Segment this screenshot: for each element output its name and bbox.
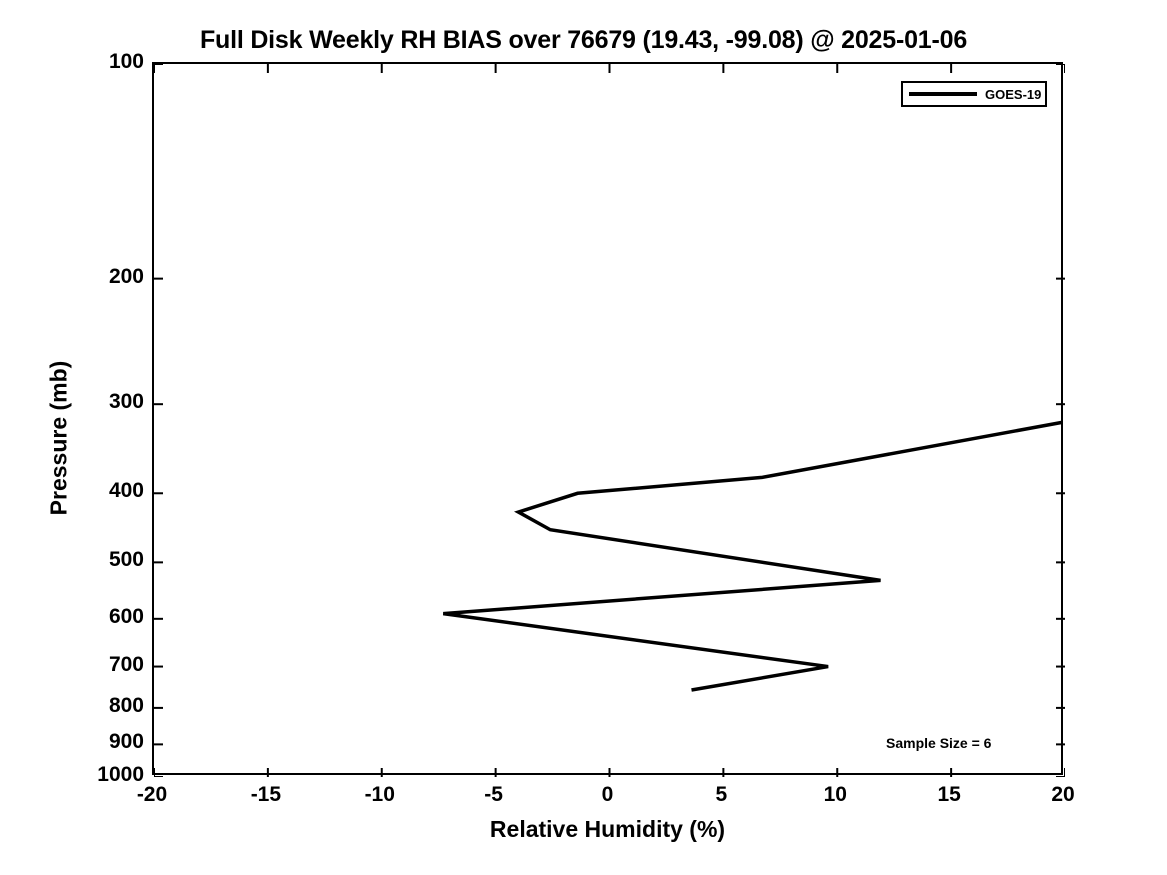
data-series-group (443, 420, 1064, 692)
y-tick-label-1000: 1000 (97, 763, 144, 786)
x-tick-label-10: 10 (823, 783, 847, 806)
y-tick-label-300: 300 (108, 390, 144, 414)
chart-title: Full Disk Weekly RH BIAS over 76679 (19.… (199, 26, 968, 54)
x-axis-title: Relative Humidity (%) (489, 816, 726, 842)
plot-svg (154, 64, 1065, 777)
y-tick-label-500: 500 (108, 548, 144, 572)
x-tick-label-neg20: -20 (136, 783, 168, 806)
series-line-goes-19 (443, 420, 1064, 692)
x-tick-label-neg10: -10 (364, 783, 395, 806)
y-axis-ticks (154, 64, 1065, 777)
legend-label-goes-19: GOES-19 (985, 86, 1042, 102)
legend-line-swatch (909, 92, 977, 96)
y-tick-label-900: 900 (108, 730, 144, 754)
x-tick-label-15: 15 (937, 783, 961, 806)
y-axis-tick-labels: 100 200 300 400 500 600 700 800 900 1000 (34, 50, 144, 786)
sample-size-annotation: Sample Size = 6 (886, 735, 992, 751)
y-tick-label-400: 400 (108, 479, 144, 503)
x-axis-tick-labels: -20 -15 -10 -5 0 5 10 15 20 (137, 783, 1075, 813)
chart-legend: GOES-19 (901, 81, 1047, 107)
y-axis-title-wrapper: Pressure (mb) (46, 82, 86, 795)
y-tick-label-200: 200 (108, 264, 144, 288)
y-axis-title: Pressure (mb) (45, 360, 72, 516)
x-tick-label-5: 5 (715, 783, 728, 806)
y-tick-label-800: 800 (108, 693, 144, 717)
x-tick-label-0: 0 (601, 783, 614, 806)
y-tick-label-600: 600 (108, 604, 144, 628)
x-tick-label-neg15: -15 (250, 783, 282, 806)
x-axis-ticks (154, 64, 1065, 777)
x-tick-label-20: 20 (1051, 783, 1075, 806)
y-tick-label-700: 700 (108, 652, 144, 676)
y-tick-label-100: 100 (108, 50, 144, 73)
plot-area (152, 62, 1065, 777)
x-tick-label-neg5: -5 (484, 783, 503, 806)
